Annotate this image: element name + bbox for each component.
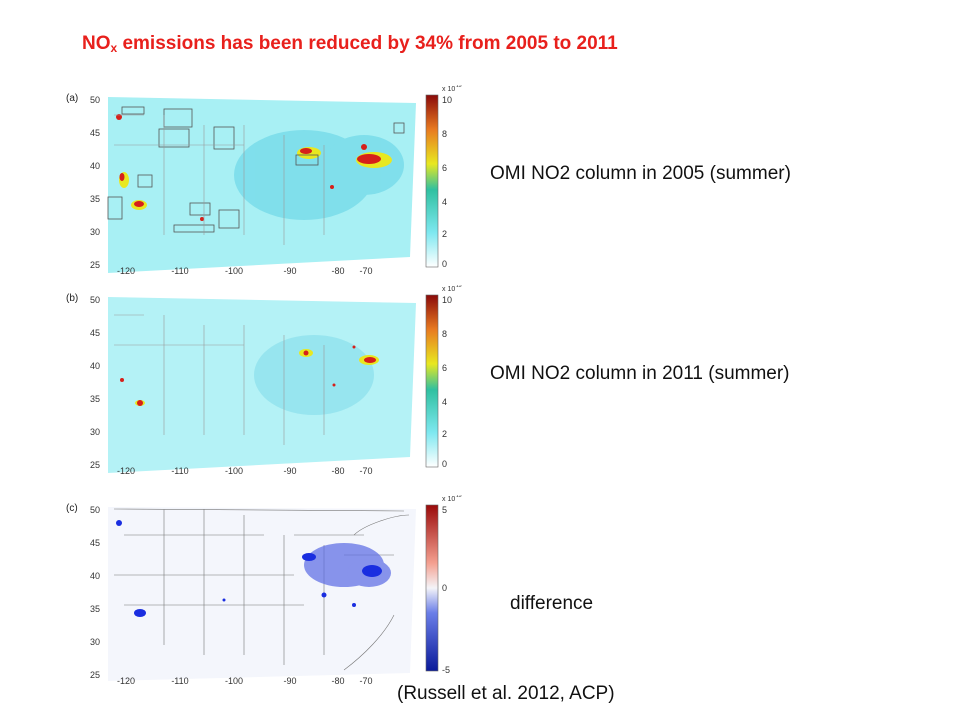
colorbar-tick: 10 <box>442 95 452 105</box>
lat-tick: 35 <box>90 394 100 404</box>
lat-tick: 50 <box>90 295 100 305</box>
colorbar-tick: 0 <box>442 459 447 469</box>
colorbar-tick: 6 <box>442 363 447 373</box>
colorbar-tick: 2 <box>442 229 447 239</box>
lon-tick: -80 <box>331 466 344 475</box>
lon-tick: -110 <box>171 266 188 275</box>
colorbar-tick: 2 <box>442 429 447 439</box>
colorbar-tick: 4 <box>442 397 447 407</box>
lon-tick: -70 <box>359 466 372 475</box>
lon-tick: -110 <box>171 466 188 475</box>
colorbar-tick: 0 <box>442 259 447 269</box>
lon-tick: -120 <box>117 266 135 275</box>
map-panel-2011: (b) 50 45 40 35 30 25 -120 -110 -100 <box>64 285 484 475</box>
panel-a-label: OMI NO2 column in 2005 (summer) <box>490 163 791 184</box>
no2-map-difference: (c) 50 45 40 35 30 25 -120 -110 -100 -90 <box>66 495 462 685</box>
colorbar <box>425 94 439 268</box>
lon-tick: -90 <box>283 266 296 275</box>
colorbar <box>425 294 439 468</box>
colorbar-tick: 5 <box>442 505 447 515</box>
lon-tick: -90 <box>283 676 296 685</box>
lon-tick: -110 <box>171 676 188 685</box>
colorbar-tick: 0 <box>442 583 447 593</box>
lon-tick: -70 <box>359 676 372 685</box>
lon-tick: -100 <box>225 466 243 475</box>
lon-tick: -90 <box>283 466 296 475</box>
lon-tick: -120 <box>117 676 135 685</box>
colorbar <box>425 504 439 672</box>
panel-tag: (c) <box>66 503 78 514</box>
map-panel-difference: (c) 50 45 40 35 30 25 -120 -110 -100 -90 <box>64 495 484 685</box>
colorbar-tick: -5 <box>442 665 450 675</box>
colorbar-exponent: x 10 <box>442 86 455 93</box>
lat-tick: 40 <box>90 361 100 371</box>
panel-tag: (b) <box>66 293 78 304</box>
lat-tick: 45 <box>90 328 100 338</box>
colorbar-power: 15 <box>456 285 462 289</box>
lat-tick: 45 <box>90 538 100 548</box>
map-panel-2005: (a) 50 45 40 35 30 25 <box>64 85 484 275</box>
lon-tick: -70 <box>359 266 372 275</box>
lat-tick: 25 <box>90 670 100 680</box>
map-background <box>108 507 416 681</box>
colorbar-power: 15 <box>456 85 462 89</box>
slide-title: NOx emissions has been reduced by 34% fr… <box>82 33 618 55</box>
lat-tick: 30 <box>90 227 100 237</box>
lat-tick: 25 <box>90 260 100 270</box>
lat-tick: 45 <box>90 128 100 138</box>
citation: (Russell et al. 2012, ACP) <box>397 683 615 704</box>
lat-tick: 40 <box>90 161 100 171</box>
lat-tick: 50 <box>90 95 100 105</box>
lat-tick: 25 <box>90 460 100 470</box>
lon-tick: -80 <box>331 266 344 275</box>
lon-tick: -100 <box>225 676 243 685</box>
colorbar-tick: 4 <box>442 197 447 207</box>
lon-tick: -80 <box>331 676 344 685</box>
colorbar-tick: 6 <box>442 163 447 173</box>
no2-map-2005: (a) 50 45 40 35 30 25 <box>66 85 462 275</box>
colorbar-power: 15 <box>456 495 462 499</box>
lat-tick: 40 <box>90 571 100 581</box>
colorbar-tick: 8 <box>442 329 447 339</box>
lat-tick: 35 <box>90 604 100 614</box>
lat-tick: 30 <box>90 427 100 437</box>
no2-map-2011: (b) 50 45 40 35 30 25 -120 -110 -100 <box>66 285 462 475</box>
colorbar-exponent: x 10 <box>442 286 455 293</box>
colorbar-tick: 8 <box>442 129 447 139</box>
colorbar-tick: 10 <box>442 295 452 305</box>
lat-tick: 50 <box>90 505 100 515</box>
lat-tick: 35 <box>90 194 100 204</box>
lon-tick: -100 <box>225 266 243 275</box>
lat-tick: 30 <box>90 637 100 647</box>
panel-b-label: OMI NO2 column in 2011 (summer) <box>490 363 790 384</box>
lon-tick: -120 <box>117 466 135 475</box>
panel-c-label: difference <box>510 593 594 614</box>
panel-tag: (a) <box>66 93 78 104</box>
colorbar-exponent: x 10 <box>442 496 455 503</box>
